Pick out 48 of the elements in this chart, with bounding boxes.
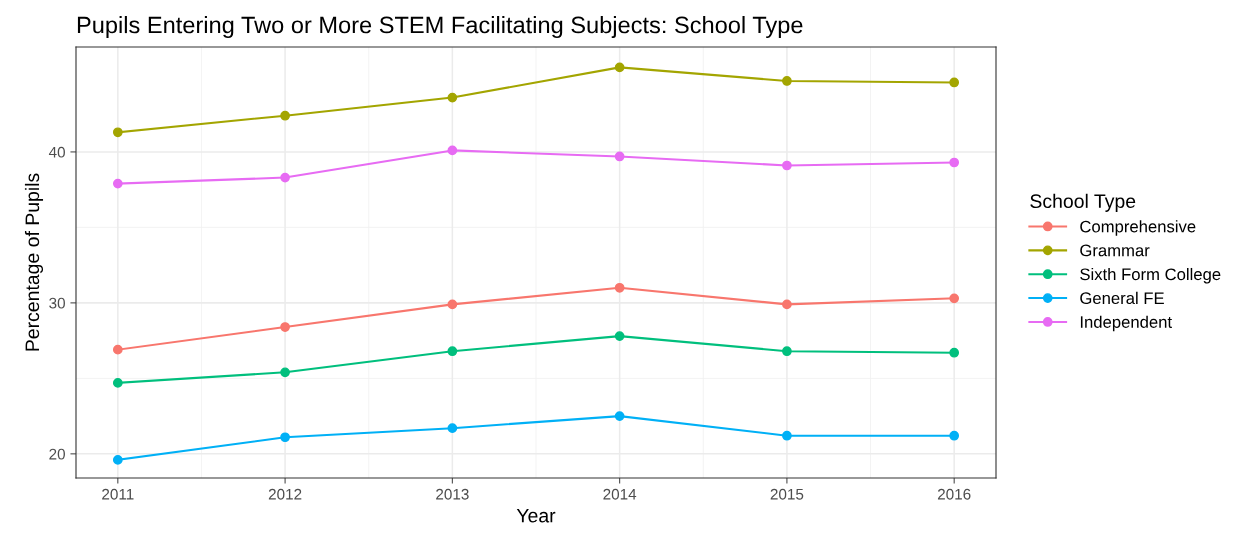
- point: [112, 178, 123, 189]
- point: [447, 346, 458, 357]
- point: [614, 151, 625, 162]
- point: [949, 347, 960, 358]
- x-tick-label: 2012: [268, 488, 302, 500]
- point: [112, 378, 123, 388]
- point: [782, 299, 792, 310]
- point: [949, 77, 960, 88]
- point: [280, 110, 290, 121]
- point: [782, 430, 792, 441]
- legend-label: Independent: [1080, 315, 1172, 332]
- point: [782, 160, 792, 171]
- point: [949, 430, 960, 441]
- point: [614, 331, 625, 341]
- point: [782, 346, 792, 357]
- x-tick-label: 2016: [937, 488, 971, 500]
- y-axis-title: Percentage of Pupils: [24, 173, 44, 351]
- x-tick-label: 2015: [770, 488, 804, 500]
- point: [112, 344, 123, 355]
- point: [447, 92, 458, 103]
- x-tick-label: 2013: [436, 488, 469, 500]
- point: [280, 322, 290, 332]
- point: [280, 172, 290, 183]
- x-tick-label: 2014: [603, 488, 637, 500]
- point: [614, 411, 625, 421]
- point: [280, 367, 290, 378]
- y-tick-label: 30: [49, 297, 65, 309]
- point: [782, 76, 792, 86]
- y-tick-label: 20: [49, 448, 65, 460]
- legend-label: General FE: [1080, 291, 1164, 305]
- chart-title: Pupils Entering Two or More STEM Facilitating Subjects: School Type: [77, 16, 803, 39]
- point: [614, 62, 625, 73]
- point: [280, 432, 290, 443]
- legend-label: Sixth Form College: [1080, 267, 1221, 284]
- legend-title: School Type: [1030, 193, 1136, 212]
- point: [949, 157, 960, 168]
- y-tick-label: 40: [48, 146, 65, 158]
- point: [112, 455, 123, 465]
- point: [447, 423, 458, 434]
- x-axis-title: Year: [516, 508, 556, 523]
- x-tick-label: 2011: [102, 488, 134, 500]
- legend-label: Grammar: [1080, 244, 1150, 257]
- point: [447, 299, 458, 310]
- point: [112, 127, 123, 138]
- point: [614, 282, 625, 293]
- legend-label: Comprehensive: [1080, 220, 1196, 236]
- point: [447, 145, 458, 156]
- point: [949, 293, 960, 304]
